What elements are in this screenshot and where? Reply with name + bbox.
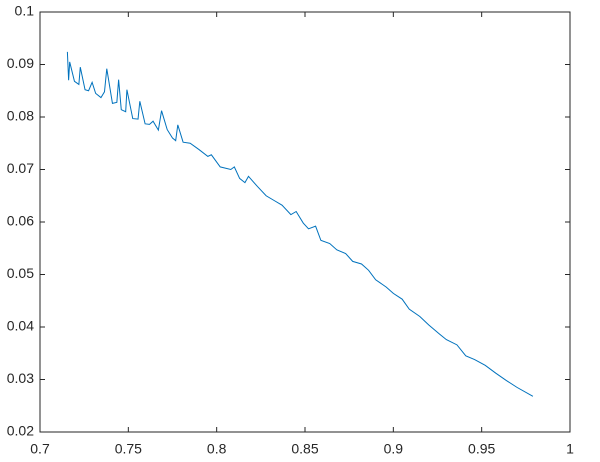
y-tick-label: 0.02 xyxy=(7,423,34,439)
y-tick-label: 0.09 xyxy=(7,55,34,71)
y-tick-label: 0.1 xyxy=(15,3,35,19)
x-tick-label: 0.7 xyxy=(30,441,50,457)
x-tick-label: 0.9 xyxy=(384,441,404,457)
y-tick-label: 0.06 xyxy=(7,213,34,229)
plot-frame xyxy=(39,11,571,433)
x-tick-label: 0.8 xyxy=(207,441,227,457)
y-tick-label: 0.03 xyxy=(7,370,34,386)
x-tick-label: 0.75 xyxy=(115,441,142,457)
y-tick-label: 0.04 xyxy=(7,318,34,334)
y-tick-label: 0.07 xyxy=(7,160,34,176)
x-tick-label: 0.85 xyxy=(291,441,318,457)
y-tick-label: 0.05 xyxy=(7,265,34,281)
y-tick-label: 0.08 xyxy=(7,108,34,124)
x-tick-label: 1 xyxy=(566,441,574,457)
x-tick-label: 0.95 xyxy=(468,441,495,457)
data-line xyxy=(66,51,534,397)
